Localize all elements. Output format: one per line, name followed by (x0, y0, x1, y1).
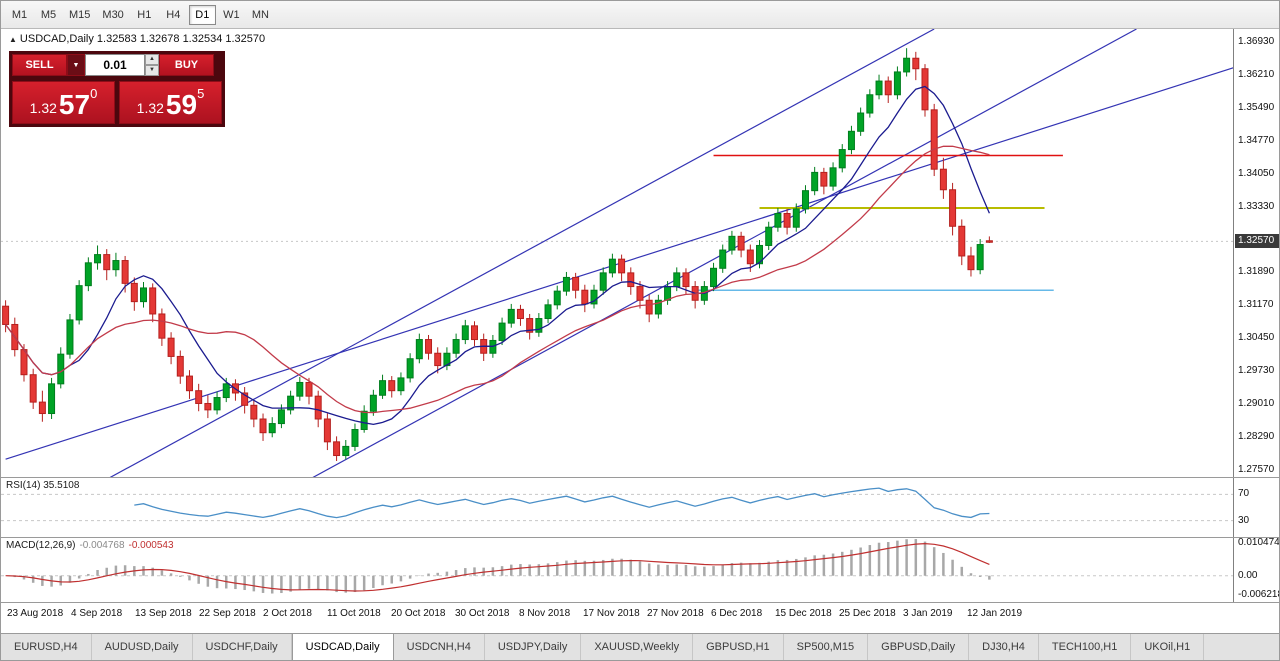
time-axis[interactable]: 23 Aug 2018 4 Sep 2018 13 Sep 2018 22 Sep 2… (1, 603, 1279, 633)
tab-usdcad-daily[interactable]: USDCAD,Daily (291, 634, 394, 660)
macd-axis-label: -0.006218 (1238, 588, 1280, 600)
volume-dropdown-icon[interactable]: ▼ (67, 54, 85, 76)
price-axis-label: 1.31890 (1238, 266, 1275, 278)
macd-axis-label: 0.010474 (1238, 538, 1280, 549)
volume-input[interactable] (85, 54, 145, 76)
tab-dj30-h4[interactable]: DJ30,H4 (969, 634, 1039, 660)
panel-separator (1, 602, 1279, 603)
date-axis-label: 30 Oct 2018 (455, 608, 510, 619)
date-axis-label: 27 Nov 2018 (647, 608, 704, 619)
rsi-axis-label: 30 (1238, 514, 1250, 526)
ask-prefix: 1.32 (136, 100, 164, 116)
macd-axis-label: 0.00 (1238, 569, 1258, 581)
ask-pip-digit: 5 (197, 86, 205, 101)
date-axis-label: 13 Sep 2018 (135, 608, 192, 619)
timeframe-button-m5[interactable]: M5 (40, 8, 57, 21)
rsi-label: RSI(14) 35.5108 (6, 480, 80, 491)
price-axis-label: 1.29730 (1238, 365, 1275, 377)
date-axis-label: 3 Jan 2019 (903, 608, 953, 619)
sell-button[interactable]: SELL (12, 54, 67, 76)
rsi-chart[interactable] (1, 478, 1233, 537)
panel-separator[interactable] (1, 537, 1279, 538)
timeframe-button-m30[interactable]: M30 (102, 8, 124, 21)
bid-pip-digit: 0 (90, 86, 98, 101)
chart-tab-bar: EURUSD,H4 AUDUSD,Daily USDCHF,Daily USDCAD,… (1, 633, 1279, 660)
tab-usdcnh-h4[interactable]: USDCNH,H4 (394, 634, 485, 660)
timeframe-button-h4[interactable]: H4 (166, 8, 181, 21)
tab-usdjpy-daily[interactable]: USDJPY,Daily (485, 634, 582, 660)
bid-price-display[interactable]: 1.32 57 0 (12, 81, 115, 124)
date-axis-label: 23 Aug 2018 (7, 608, 64, 619)
price-axis-label: 1.27570 (1238, 463, 1275, 475)
chart-ohlc-text: USDCAD,Daily 1.32583 1.32678 1.32534 1.3… (19, 33, 266, 45)
volume-up-icon[interactable]: ▲ (145, 54, 159, 65)
ask-price-display[interactable]: 1.32 59 5 (119, 81, 222, 124)
tab-tech100-h1[interactable]: TECH100,H1 (1039, 634, 1132, 660)
volume-down-icon[interactable]: ▼ (145, 65, 159, 76)
main-chart-panel[interactable]: ▲ USDCAD,Daily 1.32583 1.32678 1.32534 1.… (1, 29, 1233, 477)
macd-chart[interactable] (1, 538, 1233, 602)
date-axis-label: 8 Nov 2018 (519, 608, 571, 619)
macd-name: MACD(12,26,9) (6, 540, 76, 551)
timeframe-button-m1[interactable]: M1 (11, 8, 28, 21)
symbol-arrow-icon: ▲ (9, 35, 17, 44)
panel-separator[interactable] (1, 477, 1279, 478)
timeframe-button-mn[interactable]: MN (251, 8, 269, 21)
price-axis-label: 1.35490 (1238, 102, 1275, 113)
macd-scale[interactable]: 0.010474 0.00 -0.006218 (1233, 538, 1280, 602)
price-axis-label: 1.31170 (1238, 299, 1274, 311)
timeframe-button-w1[interactable]: W1 (223, 8, 240, 21)
timeframe-button-h1[interactable]: H1 (137, 8, 152, 21)
current-price-badge: 1.32570 (1235, 234, 1279, 249)
tab-sp500-m15[interactable]: SP500,M15 (784, 634, 869, 660)
date-axis-label: 12 Jan 2019 (967, 608, 1023, 619)
macd-label: MACD(12,26,9) -0.004768 -0.000543 (6, 540, 174, 551)
date-axis-label: 17 Nov 2018 (583, 608, 640, 619)
date-axis-label: 22 Sep 2018 (199, 608, 256, 619)
date-axis-label: 2 Oct 2018 (263, 608, 312, 619)
date-axis-label: 25 Dec 2018 (839, 608, 896, 619)
price-axis-label: 1.28290 (1238, 430, 1275, 442)
rsi-axis-label: 70 (1238, 488, 1250, 500)
tab-usdchf-daily[interactable]: USDCHF,Daily (193, 634, 292, 660)
price-axis-label: 1.34050 (1238, 167, 1275, 179)
date-axis-label: 6 Dec 2018 (711, 608, 763, 619)
macd-panel[interactable]: MACD(12,26,9) -0.004768 -0.000543 (1, 538, 1233, 602)
macd-main-value: -0.004768 (79, 540, 125, 551)
timeframe-button-d1[interactable]: D1 (188, 4, 216, 25)
bid-big-digits: 57 (58, 89, 91, 120)
candlestick-chart[interactable] (1, 29, 1233, 477)
tab-eurusd-h4[interactable]: EURUSD,H4 (1, 634, 92, 660)
date-axis-label: 11 Oct 2018 (327, 608, 381, 619)
tab-gbpusd-h1[interactable]: GBPUSD,H1 (693, 634, 784, 660)
timeframe-toolbar: M1 M5 M15 M30 H1 H4 D1 W1 MN (1, 1, 1279, 29)
rsi-scale[interactable]: 70 30 (1233, 478, 1279, 537)
volume-stepper: ▲ ▼ (145, 54, 159, 76)
tab-ukoil-h1[interactable]: UKOil,H1 (1131, 634, 1205, 660)
chart-title: ▲ USDCAD,Daily 1.32583 1.32678 1.32534 1.… (9, 33, 265, 45)
price-axis-label: 1.36210 (1238, 69, 1275, 81)
date-axis-label: 15 Dec 2018 (775, 608, 832, 619)
buy-button[interactable]: BUY (159, 54, 214, 76)
timeframe-button-m15[interactable]: M15 (69, 8, 91, 21)
price-axis-label: 1.34770 (1238, 134, 1275, 146)
bid-prefix: 1.32 (29, 100, 57, 116)
price-axis-label: 1.29010 (1238, 397, 1275, 409)
date-axis-label: 4 Sep 2018 (71, 608, 123, 619)
date-axis-label: 20 Oct 2018 (391, 608, 446, 619)
tab-gbpusd-daily[interactable]: GBPUSD,Daily (868, 634, 970, 660)
price-axis-label: 1.30450 (1238, 332, 1275, 344)
tab-audusd-daily[interactable]: AUDUSD,Daily (92, 634, 193, 660)
tab-xauusd-weekly[interactable]: XAUUSD,Weekly (581, 634, 694, 660)
price-axis-label: 1.33330 (1238, 200, 1275, 212)
macd-signal-value: -0.000543 (128, 540, 174, 551)
ask-big-digits: 59 (165, 89, 198, 120)
price-axis-label: 1.36930 (1238, 36, 1275, 48)
rsi-panel[interactable]: RSI(14) 35.5108 (1, 478, 1233, 537)
price-scale[interactable]: 1.32570 1.36930 1.36210 1.35490 1.34770 1.34… (1233, 29, 1279, 477)
one-click-trade-panel: SELL ▼ ▲ ▼ BUY 1.32 57 0 1.32 59 (9, 51, 225, 127)
